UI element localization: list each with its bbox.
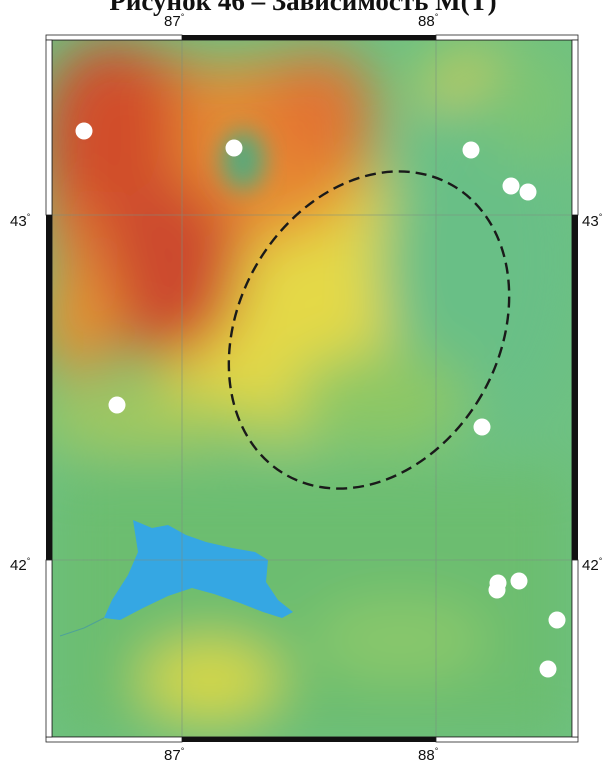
dashed-ellipse [227, 170, 511, 490]
station-marker [488, 581, 506, 599]
lon-label-87-bottom: 87° [164, 746, 185, 763]
lake-outflow [59, 617, 105, 637]
graticule [52, 40, 572, 737]
lake [104, 520, 293, 620]
lon-label-88-bottom: 88° [418, 746, 439, 763]
station-marker [108, 396, 126, 414]
station-marker [510, 572, 528, 590]
station-marker [502, 177, 520, 195]
station-markers [75, 122, 566, 678]
tick-labels: 87° 88° 87° 88° 43° 43° 42° 42° [10, 12, 603, 763]
lat-label-43-left: 43° [10, 212, 31, 230]
lat-label-42-left: 42° [10, 556, 31, 574]
station-marker [462, 141, 480, 159]
lat-label-42-right: 42° [582, 556, 603, 574]
lon-label-87-top: 87° [164, 12, 185, 30]
figure-title: Рисунок 46 – Зависимость М(Т) [109, 0, 497, 16]
station-marker [473, 418, 491, 436]
lat-label-43-right: 43° [582, 212, 603, 230]
map-frame [45, 34, 579, 743]
station-marker [225, 139, 243, 157]
station-marker [519, 183, 537, 201]
station-marker [548, 611, 566, 629]
station-marker [75, 122, 93, 140]
relief-color-map [52, 40, 572, 737]
lon-label-88-top: 88° [418, 12, 439, 30]
station-marker [539, 660, 557, 678]
